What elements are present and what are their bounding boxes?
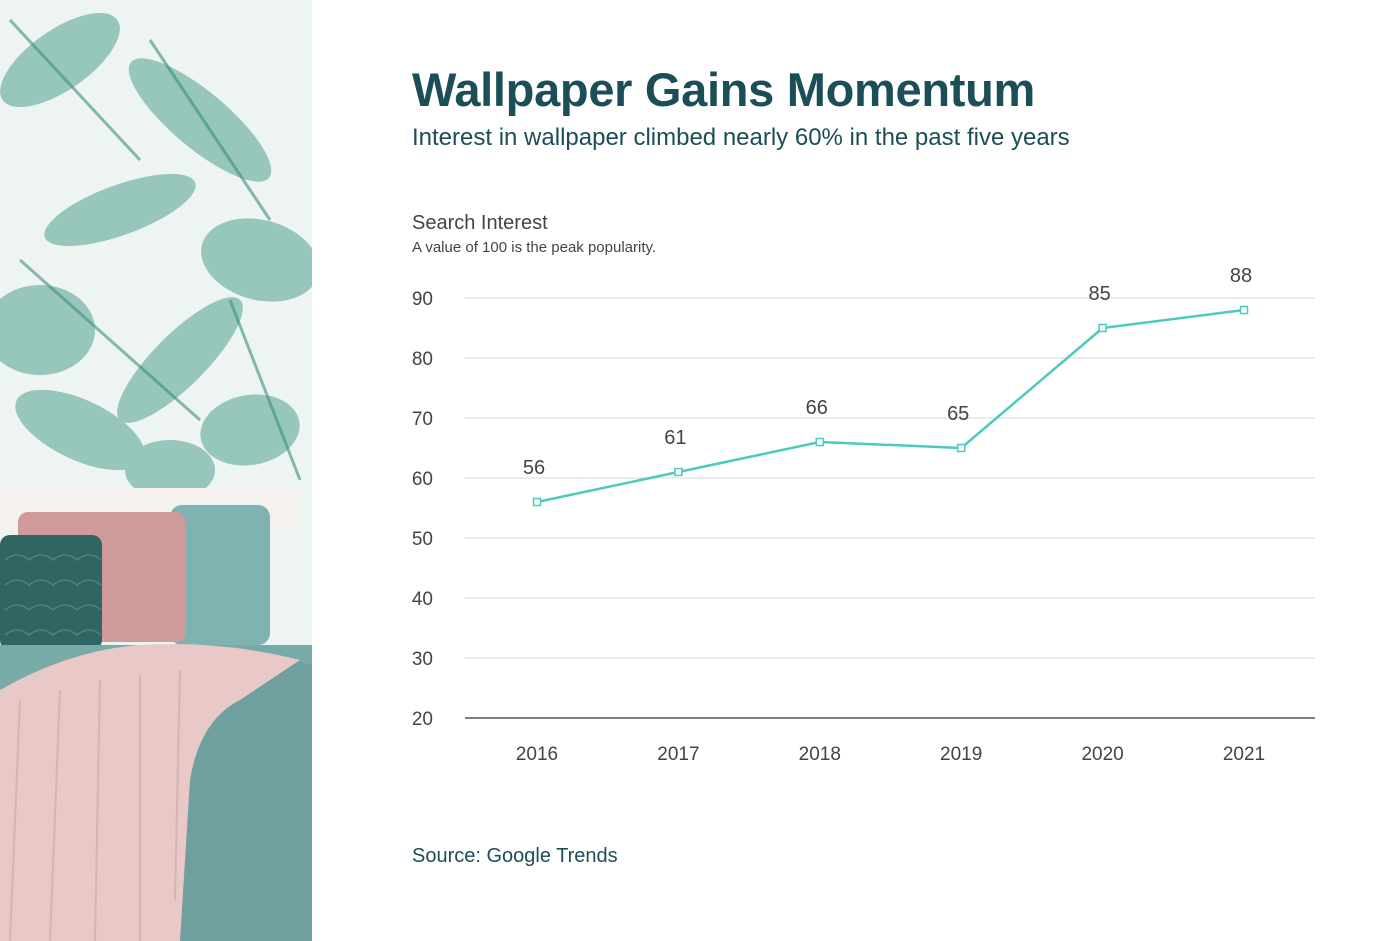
x-tick-label: 2021	[1223, 744, 1265, 765]
chart-y-label: Search Interest	[412, 212, 548, 234]
page-title: Wallpaper Gains Momentum	[412, 63, 1036, 116]
y-tick-label: 60	[412, 469, 433, 490]
page-subtitle: Interest in wallpaper climbed nearly 60%…	[412, 124, 1070, 151]
data-point	[956, 443, 966, 453]
y-tick-label: 30	[412, 649, 433, 670]
y-tick-label: 40	[412, 589, 433, 610]
x-tick-label: 2017	[657, 744, 699, 765]
data-label: 61	[664, 427, 686, 449]
data-point	[1098, 323, 1107, 333]
content-area: Wallpaper Gains Momentum Interest in wal…	[412, 0, 1372, 941]
x-tick-label: 2019	[940, 744, 982, 765]
data-label: 88	[1230, 265, 1252, 287]
data-point	[1239, 305, 1249, 315]
x-tick-label: 2018	[799, 744, 841, 765]
y-tick-label: 70	[412, 409, 433, 430]
data-label: 85	[1088, 283, 1110, 305]
bedroom-photo	[0, 0, 312, 941]
data-point	[532, 497, 542, 507]
y-tick-label: 20	[412, 709, 433, 730]
data-label: 66	[806, 397, 828, 419]
series-line	[536, 308, 1245, 504]
data-point	[674, 467, 683, 477]
source-note: Source: Google Trends	[412, 845, 618, 867]
data-label: 56	[523, 457, 545, 479]
x-tick-label: 2020	[1081, 744, 1123, 765]
y-tick-label: 80	[412, 349, 433, 370]
chart-note: A value of 100 is the peak popularity.	[412, 239, 657, 256]
bedroom-photo-icon	[0, 0, 312, 941]
y-tick-label: 90	[412, 289, 433, 310]
data-label: 65	[947, 403, 969, 425]
x-tick-label: 2016	[516, 744, 558, 765]
data-point	[815, 437, 825, 447]
y-tick-label: 50	[412, 529, 433, 550]
